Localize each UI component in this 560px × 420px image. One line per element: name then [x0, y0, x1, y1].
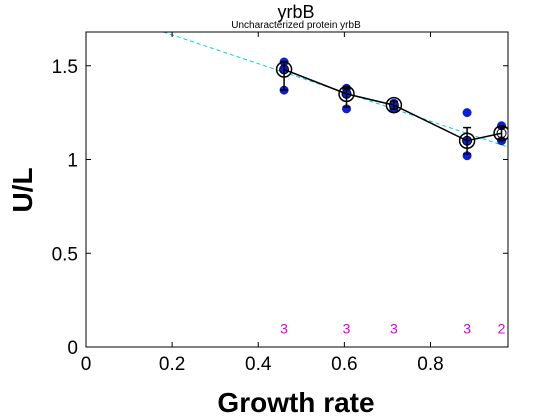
y-axis-label: U/L — [7, 167, 38, 212]
axes-frame — [85, 31, 509, 348]
mean-marker-inner — [341, 88, 352, 99]
sample-count-label: 3 — [463, 320, 471, 336]
mean-marker-inner — [279, 64, 290, 75]
y-tick-label: 0.5 — [52, 244, 78, 265]
x-tick-label: 0.6 — [331, 354, 357, 375]
chart-title: yrbB — [277, 2, 314, 22]
mean-marker-inner — [496, 128, 507, 139]
y-tick-label: 1 — [67, 151, 78, 172]
mean-marker-inner — [388, 100, 399, 111]
sample-count-label: 3 — [343, 320, 351, 336]
mean-marker-outer — [385, 96, 403, 114]
y-tick-label: 0 — [67, 338, 78, 359]
x-tick-label: 0 — [81, 354, 92, 375]
mean-marker-inner — [462, 135, 473, 146]
x-tick-label: 0.2 — [159, 354, 185, 375]
x-axis-label: Growth rate — [217, 387, 374, 418]
mean-line — [283, 68, 502, 142]
plot-contents: 3 3 3 3 2 — [163, 32, 508, 336]
mean-marker-outer — [275, 61, 293, 78]
chart-subtitle: Uncharacterized protein yrbB — [231, 20, 361, 31]
plot-area: 3 3 3 3 2 0 0.2 0.4 0.6 0.8 0 0.5 1 1.5 — [52, 31, 509, 375]
mean-marker-outer — [458, 132, 476, 149]
replicate-point — [462, 108, 472, 118]
mean-marker-outer — [338, 85, 355, 103]
y-tick-label: 1.5 — [52, 57, 78, 78]
x-tick-label: 0.8 — [417, 354, 443, 375]
mean-marker-outer — [493, 125, 508, 142]
sample-count-label: 2 — [498, 320, 506, 336]
sample-count-label: 3 — [280, 320, 288, 336]
sample-count-label: 3 — [390, 320, 398, 336]
x-tick-label: 0.4 — [245, 354, 272, 375]
